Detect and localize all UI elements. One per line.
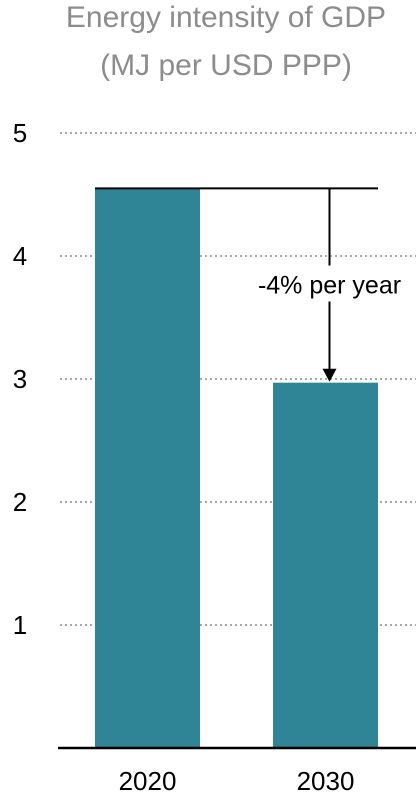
y-tick-label: 1 — [13, 610, 27, 640]
y-axis-tick-labels: 1 2 3 4 5 — [13, 118, 27, 640]
bar-2030 — [273, 382, 378, 748]
bars — [95, 188, 378, 749]
annotation-background — [241, 265, 416, 302]
x-axis-tick-labels: 2020 2030 — [119, 766, 355, 796]
y-tick-label: 2 — [13, 487, 27, 517]
chart-title-line-1: Energy intensity of GDP — [66, 1, 386, 34]
x-tick-label: 2020 — [119, 766, 177, 796]
y-tick-label: 3 — [13, 364, 27, 394]
chart-title: Energy intensity of GDP (MJ per USD PPP) — [66, 1, 386, 82]
annotation-label: -4% per year — [258, 272, 401, 300]
arrow-head-icon — [322, 368, 337, 382]
y-tick-label: 4 — [13, 241, 27, 271]
y-tick-label: 5 — [13, 118, 27, 148]
annotation: -4% per year — [95, 187, 416, 382]
chart-title-line-2: (MJ per USD PPP) — [100, 49, 352, 82]
x-tick-label: 2030 — [297, 766, 355, 796]
bar-2020 — [95, 188, 200, 749]
